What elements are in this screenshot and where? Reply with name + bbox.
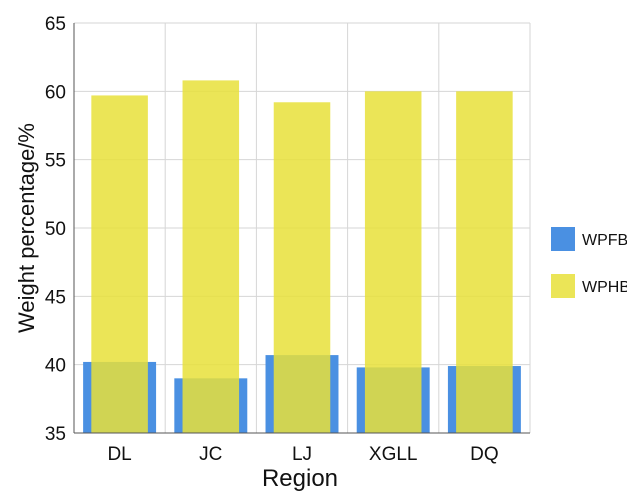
y-tick-label: 50 <box>45 219 66 240</box>
legend: WPFB WPHB <box>551 227 627 298</box>
bar-wphb-lj <box>273 102 331 434</box>
bar-wphb-dq <box>456 91 513 433</box>
y-tick-label: 55 <box>45 151 66 172</box>
x-tick-labels: DL JC LJ XGLL DQ <box>107 444 498 465</box>
legend-swatch-wpfb <box>551 227 575 251</box>
x-tick-label: XGLL <box>369 444 418 465</box>
legend-label: WPHB <box>582 279 627 296</box>
y-tick-labels: 35 40 45 50 55 60 65 <box>45 14 66 445</box>
bars <box>83 80 521 434</box>
bar-wphb-dl <box>91 95 148 433</box>
x-tick-label: DQ <box>470 444 499 465</box>
legend-swatch-wphb <box>551 274 575 298</box>
x-tick-label: JC <box>199 444 222 465</box>
y-tick-label: 40 <box>45 356 66 377</box>
y-tick-label: 65 <box>45 14 66 35</box>
x-tick-label: LJ <box>292 444 312 465</box>
y-tick-label: 60 <box>45 82 66 103</box>
y-tick-label: 45 <box>45 287 66 308</box>
x-tick-label: DL <box>107 444 131 465</box>
y-axis-label: Weight percentage/% <box>14 123 39 333</box>
x-axis-label: Region <box>262 465 338 491</box>
bar-wphb-xgll <box>364 91 422 433</box>
bar-wphb-jc <box>182 80 240 434</box>
legend-label: WPFB <box>582 232 627 249</box>
y-tick-label: 35 <box>45 424 66 445</box>
axes <box>73 23 530 434</box>
